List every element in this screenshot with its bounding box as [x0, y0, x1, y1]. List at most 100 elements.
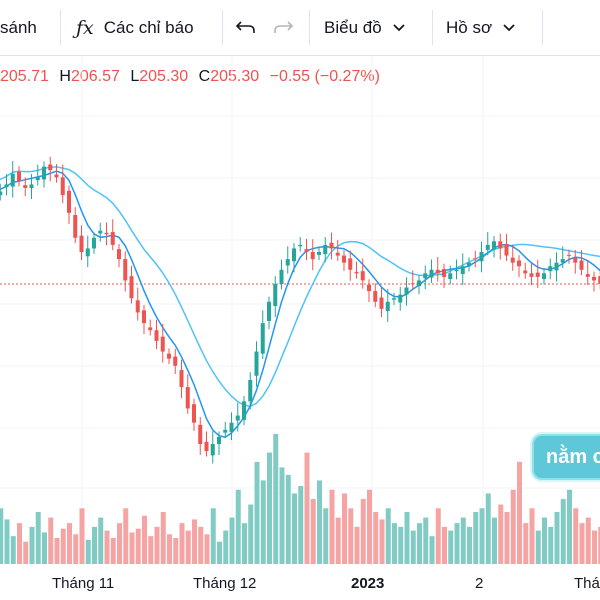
candle-body	[73, 215, 78, 238]
chevron-down-icon	[503, 23, 515, 31]
candle-body	[329, 242, 334, 249]
candle-body	[10, 173, 15, 187]
candle-body	[367, 284, 371, 292]
moving-average-slow	[0, 166, 600, 408]
redo-button[interactable]	[272, 0, 294, 55]
toolbar-divider	[542, 10, 543, 45]
candle-body	[335, 252, 340, 256]
candle-body	[554, 262, 559, 271]
volume-bar	[60, 528, 66, 564]
candle-body	[448, 273, 453, 280]
candle-body	[148, 327, 153, 331]
candle-body	[379, 297, 384, 309]
volume-bar	[348, 508, 354, 564]
candle-body	[567, 254, 571, 256]
chevron-down-icon	[393, 23, 405, 31]
compare-button[interactable]: sánh	[0, 0, 37, 55]
volume-bar	[223, 530, 229, 564]
candle-body	[392, 298, 396, 300]
volume-bar	[279, 467, 285, 564]
undo-button[interactable]	[235, 0, 257, 55]
toolbar-divider	[309, 10, 310, 45]
volume-bar	[98, 517, 104, 564]
indicators-button[interactable]: ƒx Các chỉ báo	[76, 0, 194, 55]
volume-bar	[404, 512, 410, 564]
volume-bar	[498, 504, 504, 564]
volume-bar	[67, 523, 72, 564]
candle-body	[198, 424, 203, 444]
candle-body	[279, 269, 284, 284]
volume-bar	[29, 526, 35, 564]
volume-bar	[42, 532, 47, 564]
volume-bar	[110, 538, 116, 564]
volume-bar	[198, 526, 204, 564]
open-value: 205.71	[0, 68, 49, 85]
candle-body	[79, 235, 84, 252]
candle-body	[485, 244, 490, 250]
candle-body	[23, 185, 28, 188]
volume-bar	[454, 523, 460, 564]
candle-body	[398, 294, 403, 303]
volume-bar	[254, 461, 260, 564]
candle-body	[585, 274, 590, 277]
candle-body	[223, 429, 228, 433]
candle-body	[467, 262, 471, 267]
annotation-badge[interactable]: nằm c	[532, 434, 600, 480]
candle-body	[304, 249, 309, 252]
volume-bar	[379, 519, 385, 564]
candle-body	[454, 269, 459, 272]
candle-body	[60, 177, 65, 196]
candle-body	[185, 387, 190, 409]
volume-bar	[0, 508, 4, 564]
candle-body	[354, 271, 359, 274]
volume-bar	[360, 499, 366, 564]
undo-icon	[235, 20, 255, 33]
close-label: C	[198, 68, 211, 85]
candle-body	[442, 269, 446, 277]
volume-bar	[385, 508, 391, 564]
candle-body	[173, 356, 178, 366]
candle-body	[373, 291, 378, 302]
volume-bar	[529, 508, 535, 564]
volume-bar	[410, 530, 416, 564]
candle-body	[42, 166, 46, 180]
toolbar-divider	[222, 10, 223, 45]
volume-bar	[317, 480, 322, 564]
volume-bar	[460, 517, 466, 564]
volume-bar	[554, 512, 560, 564]
candle-body	[98, 230, 103, 234]
volume-bar	[273, 434, 279, 564]
volume-bar	[304, 452, 310, 564]
candle-body	[104, 232, 109, 235]
profile-menu-button[interactable]: Hồ sơ	[446, 0, 516, 55]
candle-body	[48, 164, 53, 171]
volume-bar	[354, 526, 360, 564]
candle-body	[54, 174, 59, 178]
candle-body	[423, 273, 428, 279]
volume-bar	[423, 517, 429, 564]
volume-bar	[210, 508, 216, 564]
chart-menu-button[interactable]: Biểu đồ	[324, 0, 406, 55]
candle-body	[529, 273, 534, 277]
volume-bar	[567, 489, 572, 564]
x-axis-label: Tháng 11	[52, 575, 115, 592]
candle-body	[204, 441, 209, 452]
volume-bar	[73, 534, 79, 564]
volume-bar	[535, 530, 541, 564]
volume-bar	[92, 526, 97, 564]
change-value: −0.55 (−0.27%)	[269, 68, 380, 85]
candle-body	[123, 259, 128, 281]
candle-body	[85, 248, 90, 257]
candle-body	[560, 259, 565, 263]
candle-body	[142, 310, 146, 324]
candle-body	[17, 171, 21, 181]
high-value: 206.57	[70, 68, 120, 85]
volume-bar	[560, 499, 566, 564]
compare-label: sánh	[0, 17, 37, 37]
candle-body	[573, 257, 578, 263]
volume-bar	[298, 486, 304, 564]
volume-bar	[54, 538, 60, 564]
candle-body	[298, 244, 303, 247]
price-chart[interactable]	[0, 56, 600, 566]
profile-menu-label: Hồ sơ	[446, 17, 493, 37]
